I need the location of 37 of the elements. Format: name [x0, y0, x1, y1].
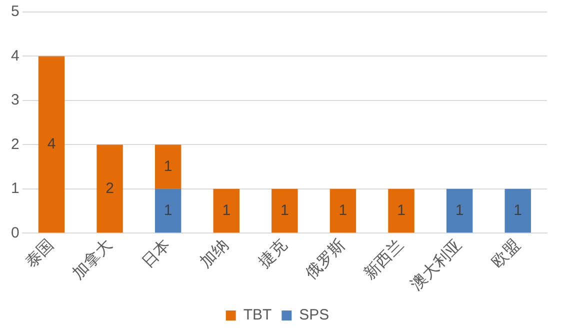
x-tick-label: 新西兰 — [360, 235, 408, 283]
bar — [96, 144, 123, 233]
data-label: 1 — [164, 158, 172, 175]
y-tick-label: 0 — [11, 224, 20, 242]
bar — [154, 188, 182, 233]
data-label: 2 — [106, 180, 114, 197]
bar — [446, 188, 473, 233]
y-tick-label: 3 — [11, 92, 20, 109]
bar — [504, 188, 531, 233]
x-tick-label: 捷克 — [254, 235, 290, 272]
x-tick-label: 澳大利亚 — [406, 235, 466, 294]
bar — [388, 188, 414, 233]
x-tick-label: 泰国 — [21, 235, 58, 272]
data-label: 1 — [222, 202, 231, 219]
bar — [213, 188, 240, 233]
data-label: 4 — [47, 136, 56, 153]
x-tick-label: 日本 — [138, 235, 174, 272]
x-tick-label: 俄罗斯 — [301, 235, 349, 283]
bar — [38, 56, 65, 233]
y-tick-label: 4 — [11, 47, 20, 64]
data-label: 1 — [514, 202, 522, 219]
bar — [272, 188, 298, 233]
legend-label: TBT — [243, 306, 272, 324]
x-tick-label: 欧盟 — [488, 235, 524, 272]
bar — [330, 188, 356, 233]
y-tick-label: 5 — [11, 3, 20, 20]
data-label: 1 — [338, 202, 348, 219]
x-tick-label: 加拿大 — [68, 235, 116, 283]
data-label: 1 — [164, 202, 172, 219]
y-tick-label: 1 — [11, 180, 20, 198]
data-label: 1 — [280, 202, 289, 219]
bar — [154, 144, 182, 189]
x-tick-label: 加纳 — [196, 235, 232, 272]
data-label: 1 — [397, 202, 406, 219]
data-label: 1 — [455, 202, 464, 219]
y-tick-label: 2 — [11, 136, 20, 153]
legend-label: SPS — [299, 306, 330, 324]
